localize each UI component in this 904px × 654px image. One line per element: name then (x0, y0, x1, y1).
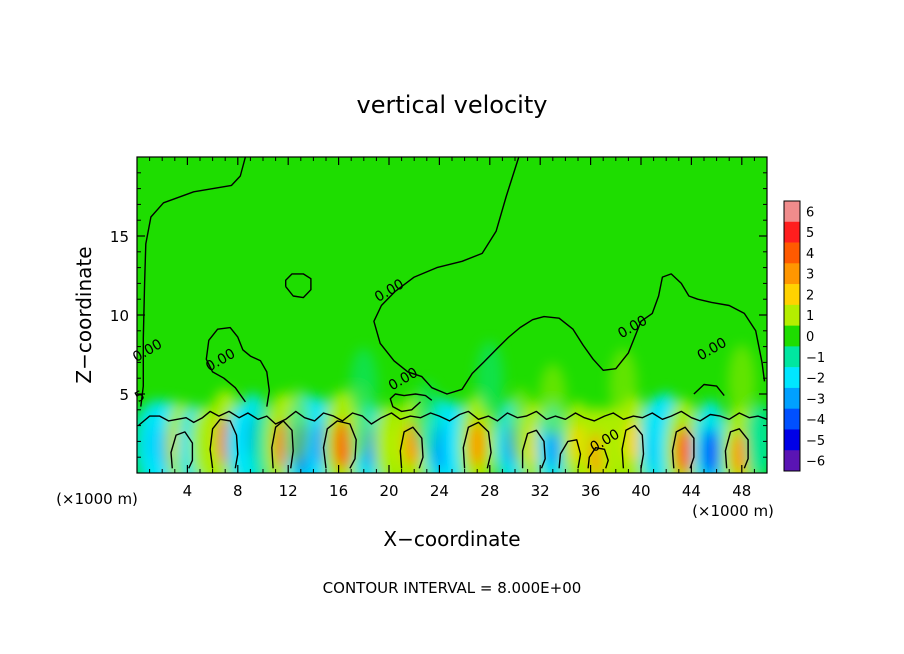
colorbar-swatch (784, 450, 800, 472)
field-cell-halo (727, 344, 756, 419)
contour-line (558, 439, 582, 469)
contour-interval-note: CONTOUR INTERVAL = 8.000E+00 (323, 579, 582, 597)
colorbar-swatch (784, 325, 800, 347)
x-axis-ticks: 4 8 12 16 20 24 28 32 36 40 44 48 (149, 157, 755, 500)
colorbar-label: 6 (806, 205, 814, 220)
field-cell-halo (745, 402, 767, 473)
contour-line (209, 418, 239, 469)
field-cell-halo (538, 363, 567, 438)
field-cell-core (675, 426, 692, 473)
colorbar-swatch (784, 304, 800, 326)
y-axis-ticks: 5 10 15 (110, 172, 767, 458)
colorbar-swatch (784, 387, 800, 409)
x-tick-label: 40 (631, 482, 650, 500)
colorbar-label: −1 (806, 351, 825, 366)
contour-line (322, 420, 357, 469)
colorbar-label: 3 (806, 268, 814, 283)
colorbar-label: 2 (806, 288, 814, 303)
contour-line (140, 157, 247, 407)
x-tick-label: 44 (682, 482, 701, 500)
contour-line (389, 393, 433, 413)
field-cell-halo (412, 381, 441, 457)
colorbar-swatch (784, 367, 800, 389)
x-tick-label: 4 (183, 482, 193, 500)
x-axis-label: X−coordinate (383, 527, 520, 551)
contour-line (693, 383, 725, 397)
contour-line (271, 420, 294, 469)
contour-line (285, 273, 312, 299)
x-tick-label: 48 (732, 482, 751, 500)
contour-line (170, 431, 194, 469)
field-cell-core (702, 428, 719, 473)
colorbar-label: 0 (806, 330, 814, 345)
colorbar-swatch (784, 242, 800, 264)
contour-line (521, 429, 546, 469)
colorbar-swatch (784, 263, 800, 285)
contour-line (621, 424, 645, 469)
contour-line (587, 447, 609, 469)
x-unit-right: (×1000 m) (692, 502, 774, 520)
y-tick-label: 10 (110, 307, 129, 325)
colorbar-swatch (784, 408, 800, 430)
x-tick-label: 32 (531, 482, 550, 500)
colorbar-swatch (784, 221, 800, 243)
colorbar-swatch (784, 201, 800, 223)
colorbar-label: −2 (806, 372, 825, 387)
x-tick-label: 16 (329, 482, 348, 500)
contour-line (671, 426, 695, 469)
x-tick-label: 36 (581, 482, 600, 500)
contour-line (724, 428, 749, 469)
y-axis-label: Z−coordinate (72, 246, 96, 383)
colorbar-label: 1 (806, 309, 814, 324)
y-tick-label: 15 (110, 228, 129, 246)
field-cell-core (469, 421, 485, 468)
contour-line (399, 426, 424, 469)
field-cell-halo (475, 341, 504, 415)
contour-line (462, 421, 492, 469)
colorbar-label: −5 (806, 434, 825, 449)
colorbar-label: 4 (806, 247, 814, 262)
colorbar: 6 5 4 3 2 1 0 −1 −2 −3 −4 −5 −6 (783, 200, 825, 472)
field-cell-core (731, 432, 747, 473)
x-tick-label: 20 (379, 482, 398, 500)
colorbar-label: −3 (806, 392, 825, 407)
colorbar-swatch (784, 284, 800, 306)
plot-area: 0.00 0.000.000.000.000.000.005 (130, 156, 768, 474)
field-cell-core (449, 425, 463, 464)
contour-lines (137, 157, 767, 469)
colorbar-label: −6 (806, 455, 825, 470)
field-cell-core (382, 426, 396, 463)
y-tick-label: 5 (119, 386, 129, 404)
field-cell-core (545, 427, 560, 469)
colorbar-swatch (784, 429, 800, 451)
colorbar-frame (783, 200, 801, 472)
contour-line (205, 326, 270, 407)
field-cell-core (626, 420, 641, 462)
contour-line (137, 410, 767, 427)
colorbar-label: 5 (806, 226, 814, 241)
field-cell-halo (281, 388, 310, 464)
contour-line (373, 157, 766, 395)
chart-title: vertical velocity (357, 91, 548, 119)
x-tick-label: 12 (279, 482, 298, 500)
x-tick-label: 28 (480, 482, 499, 500)
x-tick-label: 24 (430, 482, 449, 500)
field-cell-halo (349, 347, 378, 422)
field-cell-halo (507, 388, 536, 464)
x-tick-label: 8 (233, 482, 243, 500)
x-unit-left: (×1000 m) (56, 490, 138, 508)
colorbar-label: −4 (806, 413, 825, 428)
field-cell-core (312, 422, 328, 467)
colorbar-swatch (784, 346, 800, 368)
